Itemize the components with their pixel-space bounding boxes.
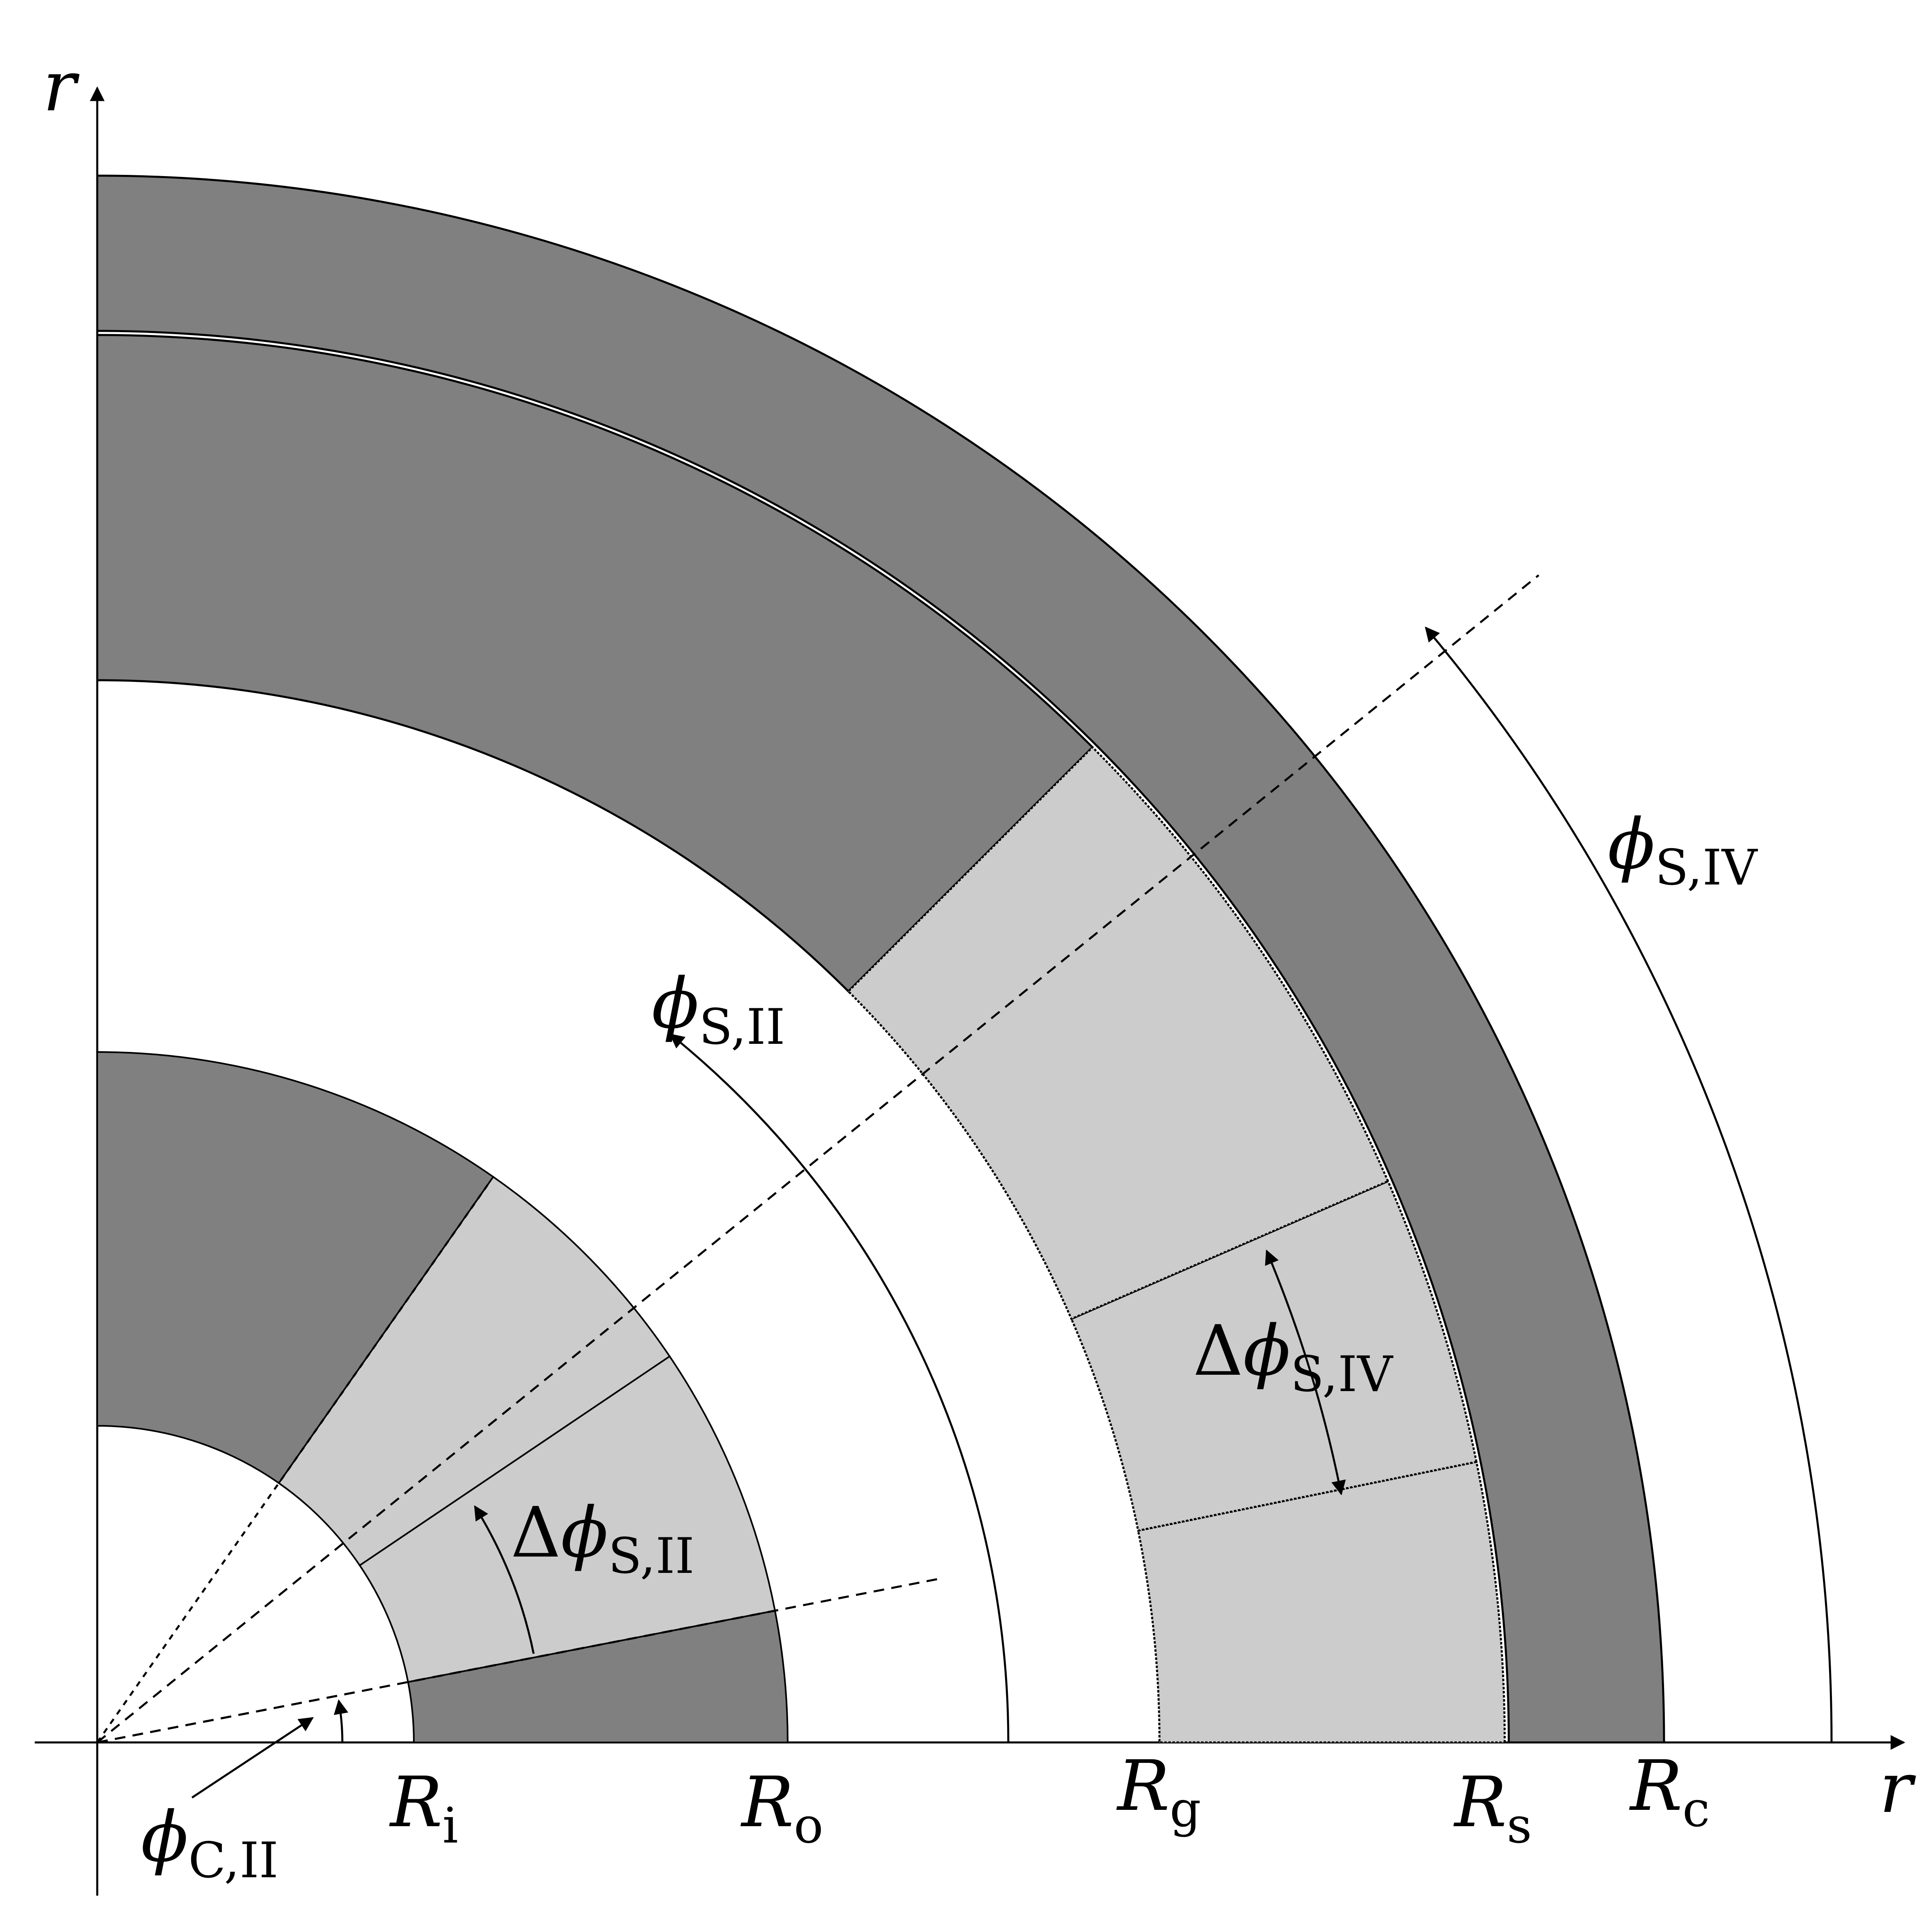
stator-iron xyxy=(96,334,1094,993)
label-delta-phi-s-iv: ΔϕS,IV xyxy=(1193,1311,1394,1403)
label-r-c: Rc xyxy=(1629,1746,1710,1838)
label-phi-c-ii: ϕC,II xyxy=(141,1797,278,1889)
stator-yoke xyxy=(96,174,1665,1744)
y-axis-label: r xyxy=(43,46,80,127)
arc-delta-phi-s-iv xyxy=(1265,1249,1346,1496)
label-r-s: Rs xyxy=(1453,1762,1532,1854)
arc-phi-s-iv xyxy=(1425,626,1833,1743)
arc-delta-phi-s-ii xyxy=(474,1505,535,1654)
arc-phi-c-ii xyxy=(333,1699,348,1743)
label-phi-s-ii: ϕS,II xyxy=(652,963,785,1056)
label-phi-s-iv: ϕS,IV xyxy=(1608,804,1758,896)
arc-phi-s-ii xyxy=(669,1033,1010,1743)
label-r-g: Rg xyxy=(1116,1746,1201,1838)
label-r-i: Ri xyxy=(389,1762,458,1854)
dashed-line-phi-s-iv xyxy=(96,574,1539,1743)
rotor-magnet xyxy=(358,1355,776,1683)
rotor-iron xyxy=(96,1051,495,1484)
stator-magnet xyxy=(847,746,1389,1320)
label-r-o: Ro xyxy=(740,1762,823,1854)
pointer-arrow-phi-c-ii xyxy=(191,1717,314,1799)
rotor-magnet xyxy=(277,1175,671,1567)
label-delta-phi-s-ii: ΔϕS,II xyxy=(511,1492,695,1585)
x-axis-label: r xyxy=(1879,1748,1916,1829)
